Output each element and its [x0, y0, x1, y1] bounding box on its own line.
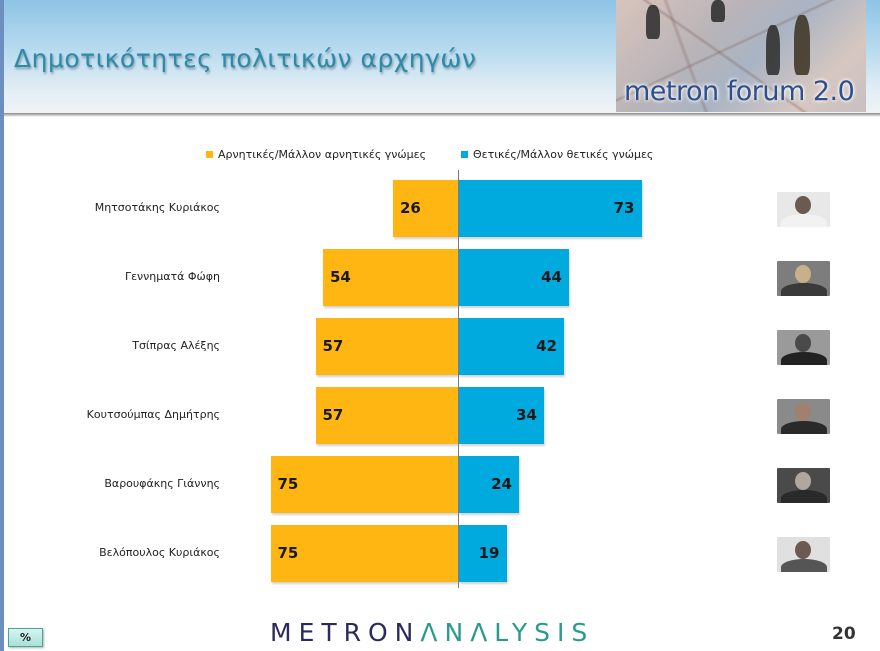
- positive-bar: 42: [459, 318, 564, 375]
- positive-bar: 34: [459, 387, 544, 444]
- chart-row: Μητσοτάκης Κυριάκος 26 73: [0, 180, 880, 237]
- legend-swatch-positive: [461, 151, 468, 158]
- slide-left-border: [0, 0, 4, 651]
- portrait-gennimata-icon: [777, 261, 830, 296]
- legend-item-negative: Αρνητικές/Μάλλον αρνητικές γνώμες: [206, 148, 426, 161]
- leader-name: Μητσοτάκης Κυριάκος: [94, 201, 220, 214]
- negative-bar: 75: [270, 456, 458, 513]
- negative-value: 26: [400, 199, 421, 217]
- positive-value: 73: [613, 199, 635, 217]
- negative-bar: 54: [323, 249, 458, 306]
- positive-value: 24: [491, 475, 512, 493]
- person-silhouette-icon: [711, 0, 725, 22]
- chart-row: Βαρουφάκης Γιάννης 75 24: [0, 456, 880, 513]
- logo-analysis: ΛNΛLYSIS: [420, 618, 595, 647]
- negative-value: 54: [330, 268, 351, 286]
- leader-name: Κουτσούμπας Δημήτρης: [86, 408, 220, 421]
- positive-bar: 44: [459, 249, 569, 306]
- positive-value: 44: [541, 268, 562, 286]
- legend-swatch-negative: [206, 151, 213, 158]
- unit-badge: %: [8, 628, 43, 647]
- leader-name: Γεννηματά Φώφη: [124, 270, 220, 283]
- page-number: 20: [832, 624, 856, 644]
- positive-value: 19: [478, 544, 500, 562]
- portrait-koutsoumpas-icon: [777, 399, 830, 434]
- chart-row: Γεννηματά Φώφη 54 44: [0, 249, 880, 306]
- negative-bar: 57: [315, 387, 458, 444]
- chart-row: Τσίπρας Αλέξης 57 42: [0, 318, 880, 375]
- page-title: Δημοτικότητες πολιτικών αρχηγών: [14, 44, 477, 73]
- legend-item-positive: Θετικές/Μάλλον θετικές γνώμες: [461, 148, 653, 161]
- negative-bar: 57: [315, 318, 458, 375]
- person-silhouette-icon: [646, 5, 660, 39]
- negative-value: 75: [277, 544, 299, 562]
- portrait-varoufakis-icon: [777, 468, 830, 503]
- positive-bar: 19: [459, 525, 507, 582]
- negative-bar: 26: [393, 180, 458, 237]
- portrait-tsipras-icon: [777, 330, 830, 365]
- person-silhouette-icon: [766, 25, 780, 75]
- leader-name: Βαρουφάκης Γιάννης: [104, 477, 220, 490]
- negative-value: 75: [277, 475, 299, 493]
- leader-name: Βελόπουλος Κυριάκος: [99, 546, 220, 559]
- logo-metron: METRON: [270, 618, 421, 647]
- positive-bar: 73: [459, 180, 642, 237]
- metron-analysis-logo: METRONΛNΛLYSIS: [270, 618, 594, 647]
- banner-text: metron forum 2.0: [624, 76, 855, 107]
- chart-center-axis: [458, 170, 459, 588]
- negative-value: 57: [322, 406, 344, 424]
- portrait-mitsotakis-icon: [777, 192, 830, 227]
- person-silhouette-icon: [794, 15, 810, 75]
- positive-bar: 24: [459, 456, 519, 513]
- chart-row: Κουτσούμπας Δημήτρης 57 34: [0, 387, 880, 444]
- chart-row: Βελόπουλος Κυριάκος 75 19: [0, 525, 880, 582]
- header-divider: [4, 113, 880, 117]
- leader-name: Τσίπρας Αλέξης: [132, 339, 220, 352]
- positive-value: 34: [516, 406, 537, 424]
- legend-label-positive: Θετικές/Μάλλον θετικές γνώμες: [473, 148, 654, 161]
- legend-label-negative: Αρνητικές/Μάλλον αρνητικές γνώμες: [218, 148, 427, 161]
- portrait-velopoulos-icon: [777, 537, 830, 572]
- negative-bar: 75: [270, 525, 458, 582]
- metron-forum-banner: metron forum 2.0: [616, 0, 866, 112]
- positive-value: 42: [536, 337, 557, 355]
- negative-value: 57: [322, 337, 344, 355]
